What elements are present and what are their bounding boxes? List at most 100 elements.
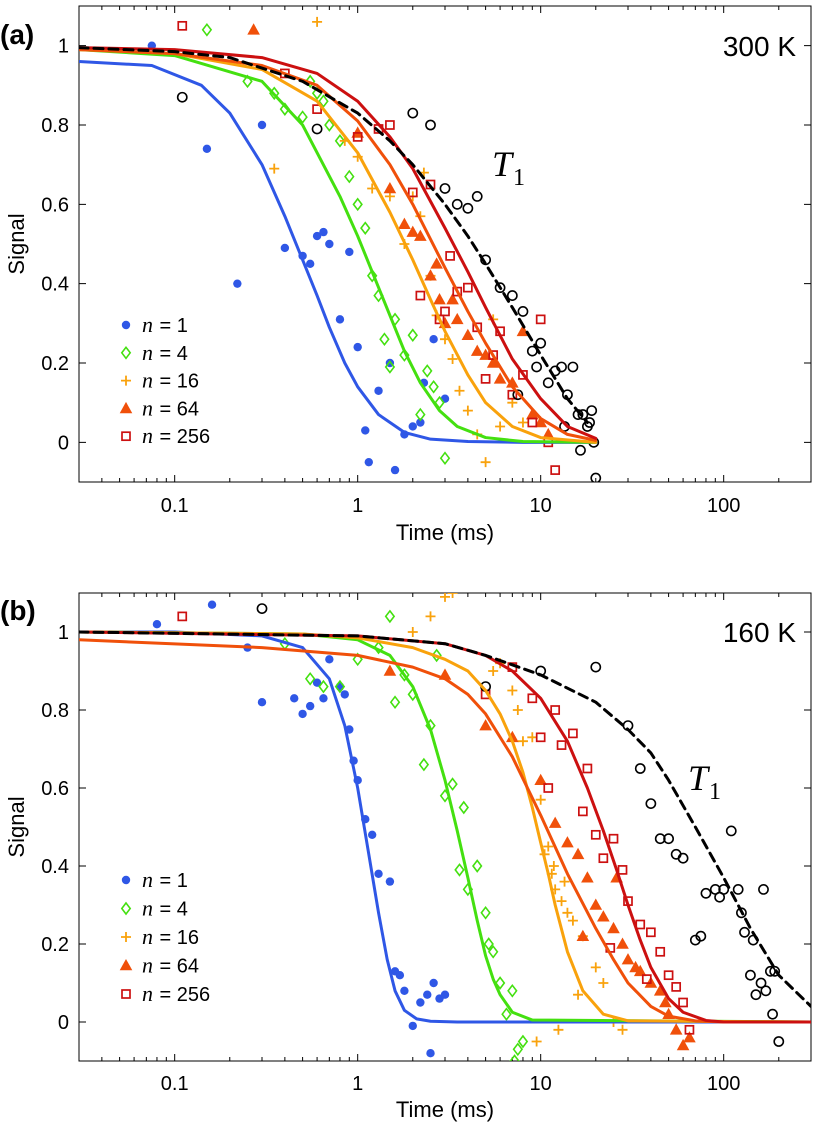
data-point — [395, 971, 405, 980]
data-point — [340, 690, 349, 699]
data-point — [280, 243, 290, 253]
plot-area — [79, 16, 602, 482]
legend-variable: n — [142, 312, 153, 337]
x-axis-label: Time (ms) — [396, 520, 494, 545]
data-point — [430, 257, 443, 269]
data-point — [471, 190, 483, 202]
data-point — [426, 1049, 435, 1058]
temperature-label: 300 K — [723, 31, 796, 62]
data-point — [553, 1024, 564, 1035]
data-point — [480, 374, 491, 384]
x-tick-label: 100 — [707, 1073, 740, 1095]
data-point — [367, 830, 377, 839]
fit-line-n-1-fit — [79, 630, 811, 1024]
data-point — [431, 648, 442, 663]
data-point — [745, 969, 756, 981]
data-point — [556, 896, 567, 907]
data-point — [535, 314, 546, 325]
data-point — [678, 997, 688, 1008]
data-point — [659, 996, 672, 1008]
y-tick-label: 0.8 — [41, 115, 69, 137]
data-point — [242, 74, 253, 89]
data-point — [407, 627, 418, 637]
fit-line-n-64-fit — [79, 48, 598, 442]
data-point — [422, 364, 433, 378]
data-point — [714, 891, 726, 903]
data-point — [543, 783, 554, 793]
data-point — [617, 865, 628, 875]
data-point — [416, 418, 425, 427]
data-point — [384, 360, 396, 374]
legend-label: = 4 — [154, 899, 188, 921]
fit-line-n-16-fit — [79, 630, 811, 1024]
data-point — [304, 74, 316, 89]
data-point — [353, 342, 362, 352]
data-point — [384, 609, 396, 624]
data-point — [458, 800, 469, 815]
data-point — [669, 1023, 683, 1035]
series-n-256 — [177, 611, 695, 1035]
data-point — [527, 732, 538, 743]
legend: n = 1n = 4n = 16n = 64n = 256 — [119, 312, 210, 448]
data-point — [517, 417, 528, 428]
data-point — [406, 225, 420, 237]
data-point — [635, 919, 646, 930]
data-point — [494, 976, 506, 990]
data-point — [447, 593, 458, 598]
data-point — [590, 962, 601, 973]
data-point — [507, 685, 518, 696]
data-point — [297, 110, 308, 124]
data-point — [318, 679, 329, 694]
data-point — [352, 132, 363, 142]
legend-marker — [121, 932, 131, 942]
legend-variable: n — [142, 981, 153, 1006]
data-point — [542, 377, 554, 389]
data-point — [607, 921, 620, 934]
data-point — [447, 354, 458, 365]
data-point — [535, 732, 546, 743]
legend-marker — [119, 401, 133, 414]
data-point — [598, 978, 609, 988]
y-tick-label: 0.2 — [41, 934, 69, 956]
data-point — [383, 664, 397, 676]
x-tick-label: 0.1 — [161, 1073, 189, 1095]
data-point — [334, 134, 346, 148]
legend-label: = 1 — [154, 315, 188, 337]
data-point — [535, 337, 547, 349]
series-t1 — [256, 603, 785, 1047]
data-point — [429, 335, 438, 344]
data-point — [616, 937, 629, 949]
data-point — [305, 701, 315, 711]
y-tick-label: 0 — [58, 432, 69, 454]
data-point — [345, 247, 354, 257]
data-point — [440, 990, 450, 999]
legend-label: = 1 — [154, 870, 188, 892]
data-point — [548, 816, 562, 828]
data-point — [312, 16, 323, 27]
data-point — [541, 427, 555, 440]
fit-line-n-4-fit — [79, 48, 598, 444]
fit-line-n-64-fit — [79, 638, 811, 1024]
data-point — [487, 944, 499, 959]
x-tick-label: 100 — [707, 495, 740, 517]
data-point — [433, 293, 446, 305]
data-point — [578, 806, 588, 817]
data-point — [434, 314, 445, 325]
data-point — [577, 409, 589, 420]
data-point — [463, 282, 473, 293]
data-point — [407, 107, 419, 119]
data-point — [425, 119, 436, 131]
data-point — [318, 94, 329, 109]
y-axis-label: Signal — [4, 213, 29, 274]
data-point — [568, 728, 578, 739]
data-point — [527, 417, 538, 428]
data-point — [725, 825, 737, 837]
data-point — [311, 123, 323, 135]
plot-area — [79, 593, 811, 1061]
data-point — [425, 611, 436, 622]
data-point — [488, 350, 499, 360]
data-point — [364, 457, 373, 467]
data-point — [663, 833, 674, 845]
data-point — [535, 794, 546, 805]
fit-line-t1-fit — [79, 46, 589, 424]
